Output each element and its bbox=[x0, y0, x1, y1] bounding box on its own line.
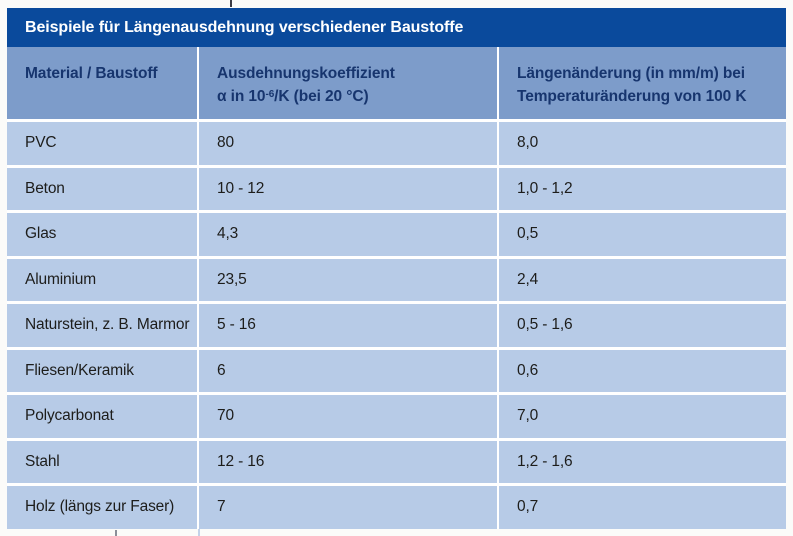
cell-coefficient: 23,5 bbox=[199, 258, 497, 301]
header-cell-coefficient: Ausdehnungskoeffizient α in 10-6/K (bei … bbox=[199, 47, 497, 119]
cell-length-change: 1,2 - 1,6 bbox=[499, 440, 786, 483]
cell-coefficient: 12 - 16 bbox=[199, 440, 497, 483]
cell-length-change: 0,5 - 1,6 bbox=[499, 304, 786, 347]
cell-length-change: 0,6 bbox=[499, 349, 786, 392]
header-cell-length-change: Längenänderung (in mm/m) bei Temperaturä… bbox=[499, 47, 786, 119]
table-title-bar: Beispiele für Längenausdehnung verschied… bbox=[7, 8, 786, 47]
cell-material: Aluminium bbox=[7, 258, 197, 301]
cell-coefficient: 80 bbox=[199, 122, 497, 165]
table-body: PVC 80 8,0 Beton 10 - 12 1,0 - 1,2 Glas … bbox=[7, 119, 786, 529]
cell-length-change: 0,5 bbox=[499, 213, 786, 256]
cell-length-change: 2,4 bbox=[499, 258, 786, 301]
cell-material: Glas bbox=[7, 213, 197, 256]
table-title: Beispiele für Längenausdehnung verschied… bbox=[25, 18, 464, 36]
header-length-change-line1: Längenänderung (in mm/m) bei bbox=[517, 65, 745, 82]
cell-coefficient: 4,3 bbox=[199, 213, 497, 256]
header-length-change-line2: Temperaturänderung von 100 K bbox=[517, 88, 747, 105]
header-coefficient-line1: Ausdehnungskoeffizient bbox=[217, 65, 395, 82]
cell-length-change: 7,0 bbox=[499, 395, 786, 438]
header-cell-material: Material / Baustoff bbox=[7, 47, 197, 119]
cell-material: Fliesen/Keramik bbox=[7, 349, 197, 392]
table-header-row: Material / Baustoff Ausdehnungskoeffizie… bbox=[7, 47, 786, 119]
scan-artifact-bottom-blue-tick bbox=[198, 529, 200, 536]
cell-coefficient: 7 bbox=[199, 486, 497, 529]
scan-artifact-top-tick bbox=[230, 0, 232, 7]
scan-artifact-bottom-tick bbox=[115, 530, 117, 536]
cell-coefficient: 5 - 16 bbox=[199, 304, 497, 347]
cell-coefficient: 10 - 12 bbox=[199, 167, 497, 210]
header-material-label: Material / Baustoff bbox=[25, 65, 158, 82]
expansion-table: Beispiele für Längenausdehnung verschied… bbox=[7, 8, 786, 529]
cell-material: PVC bbox=[7, 122, 197, 165]
header-coefficient-line2-prefix: α in 10 bbox=[217, 88, 266, 105]
cell-coefficient: 70 bbox=[199, 395, 497, 438]
cell-material: Holz (längs zur Faser) bbox=[7, 486, 197, 529]
cell-length-change: 8,0 bbox=[499, 122, 786, 165]
header-coefficient-exponent: -6 bbox=[265, 89, 275, 100]
cell-material: Polycarbonat bbox=[7, 395, 197, 438]
cell-material: Stahl bbox=[7, 440, 197, 483]
cell-length-change: 0,7 bbox=[499, 486, 786, 529]
cell-coefficient: 6 bbox=[199, 349, 497, 392]
cell-material: Naturstein, z. B. Marmor bbox=[7, 304, 197, 347]
header-coefficient-line2-suffix: /K (bei 20 °C) bbox=[274, 88, 369, 105]
cell-material: Beton bbox=[7, 167, 197, 210]
cell-length-change: 1,0 - 1,2 bbox=[499, 167, 786, 210]
